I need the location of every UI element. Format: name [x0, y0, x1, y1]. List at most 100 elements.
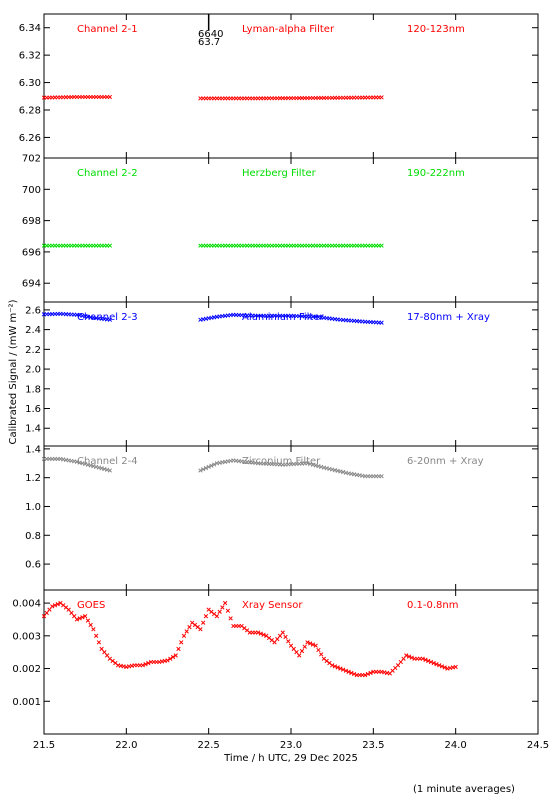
data-point [286, 639, 291, 644]
panel-label: GOES [77, 600, 105, 611]
data-point [299, 648, 305, 654]
y-tick-label: 696 [22, 247, 41, 258]
top-marker-label: 6640 [198, 29, 223, 40]
y-tick-label: 1.6 [25, 404, 41, 415]
panel-frame [43, 157, 539, 303]
panel-label: 120-123nm [407, 24, 465, 35]
y-tick-label: 6.30 [19, 78, 41, 89]
y-tick-label: 0.8 [25, 531, 41, 542]
panel-label: Xray Sensor [242, 600, 303, 611]
data-point [228, 616, 233, 621]
data-point [379, 320, 384, 325]
data-point [77, 616, 82, 621]
data-point [107, 94, 113, 100]
x-tick-label: 21.5 [33, 740, 55, 751]
y-tick-label: 1.2 [25, 473, 41, 484]
data-point [93, 633, 99, 638]
panel-label: Zirconium Filter [242, 456, 321, 467]
y-tick-label: 6.26 [19, 133, 41, 144]
data-point [277, 633, 283, 638]
data-point [404, 653, 409, 658]
data-point [206, 464, 211, 470]
data-point [217, 609, 222, 614]
data-point [201, 467, 206, 472]
panel-frame [43, 13, 539, 159]
y-tick-label: 2.0 [25, 365, 41, 376]
y-tick-label: 700 [22, 185, 41, 196]
data-point [319, 652, 324, 657]
data-point [275, 636, 280, 642]
data-point [80, 615, 85, 620]
y-tick-label: 6.34 [19, 23, 41, 34]
data-point [201, 620, 206, 625]
x-tick-label: 23.0 [280, 740, 302, 751]
data-point [340, 667, 346, 672]
data-point [203, 614, 209, 619]
data-point [379, 243, 384, 248]
data-point [395, 663, 401, 668]
data-point [203, 465, 209, 471]
data-point [291, 646, 296, 652]
data-point [330, 663, 335, 668]
data-point [258, 631, 263, 636]
panel-label: 0.1-0.8nm [407, 600, 459, 611]
data-point [69, 610, 74, 616]
data-point [52, 603, 58, 608]
data-point [83, 614, 88, 619]
data-point [170, 654, 176, 660]
data-point [338, 666, 343, 671]
x-tick-label: 22.5 [198, 740, 220, 751]
data-point [420, 656, 425, 661]
data-point [316, 647, 321, 653]
data-point [168, 656, 173, 661]
data-point [198, 627, 203, 632]
data-point [104, 653, 110, 658]
data-point [346, 669, 351, 674]
x-tick-label: 24.5 [527, 740, 549, 751]
panel-label: Channel 2-4 [77, 456, 138, 467]
data-point [297, 653, 302, 658]
data-point [225, 608, 231, 613]
footnote: (1 minute averages) [413, 784, 515, 795]
data-point [222, 600, 228, 606]
data-point [351, 671, 357, 677]
data-point [431, 660, 436, 666]
data-point [398, 659, 403, 665]
data-point [409, 655, 414, 660]
data-point [349, 670, 354, 676]
data-point [107, 317, 113, 322]
y-tick-label: 1.8 [25, 384, 41, 395]
data-point [214, 614, 220, 619]
data-point [313, 643, 318, 648]
data-point [107, 243, 113, 248]
data-point [280, 630, 285, 635]
data-point [88, 622, 93, 628]
data-point [439, 664, 445, 669]
data-point [401, 656, 406, 661]
y-tick-label: 0.002 [12, 664, 41, 675]
y-tick-label: 0.003 [12, 631, 41, 642]
data-point [44, 610, 49, 616]
data-point [181, 633, 187, 638]
panel-label: 6-20nm + Xray [407, 456, 484, 467]
data-point [261, 632, 266, 637]
data-point [379, 95, 384, 100]
data-point [255, 630, 261, 635]
panel-label: 190-222nm [407, 168, 465, 179]
data-point [74, 617, 80, 622]
x-axis-title: Time / h UTC, 29 Dec 2025 [223, 753, 358, 764]
data-point [187, 624, 192, 630]
data-point [343, 668, 349, 673]
data-point [437, 663, 442, 668]
y-tick-label: 6.28 [19, 106, 41, 117]
panel-label: Channel 2-3 [77, 312, 138, 323]
data-point [184, 629, 189, 634]
data-point [365, 671, 370, 677]
data-point [362, 672, 368, 678]
data-point [176, 646, 181, 652]
data-point [294, 650, 299, 655]
data-point [165, 658, 170, 663]
data-point [335, 665, 340, 670]
y-axis-title: Calibrated Signal / (mW m⁻²) [8, 299, 19, 444]
data-point [426, 658, 431, 664]
